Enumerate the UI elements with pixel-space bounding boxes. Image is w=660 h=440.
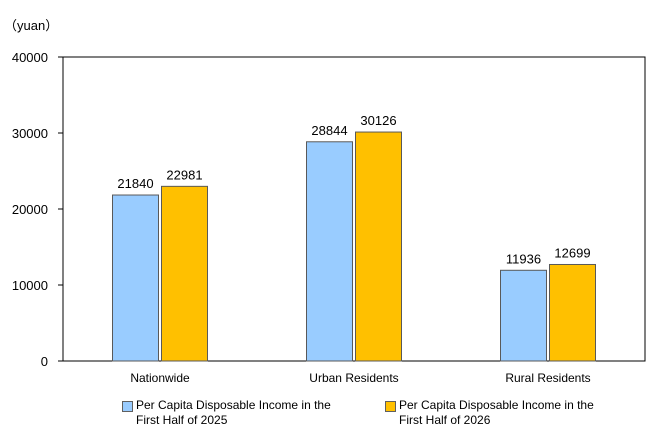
data-label: 22981 (166, 167, 202, 182)
y-tick-label: 40000 (12, 50, 48, 65)
y-tick-label: 0 (41, 354, 48, 369)
legend-swatch-2026 (385, 401, 396, 412)
plot-area (62, 56, 646, 362)
bars: 21840 22981 28844 30126 11936 12699 (112, 113, 596, 362)
legend: Per Capita Disposable Income in the Firs… (0, 398, 660, 438)
y-unit-label: （yuan） (4, 18, 58, 33)
legend-label-2025: Per Capita Disposable Income in the Firs… (136, 398, 331, 427)
bar-2026 (161, 185, 208, 362)
data-label: 30126 (360, 113, 396, 128)
legend-swatch-2025 (122, 401, 133, 412)
y-tick-label: 30000 (12, 126, 48, 141)
legend-label-2026: Per Capita Disposable Income in the Firs… (399, 398, 594, 427)
data-label: 21840 (117, 176, 153, 191)
x-category-label: Rural Residents (505, 371, 590, 385)
y-tick-label: 10000 (12, 278, 48, 293)
legend-item-2025: Per Capita Disposable Income in the Firs… (122, 398, 336, 428)
x-category-label: Nationwide (130, 371, 190, 385)
data-label: 28844 (311, 123, 347, 138)
bar-2026 (355, 131, 402, 362)
data-label: 11936 (506, 251, 541, 266)
data-label: 12699 (554, 245, 590, 260)
y-tick-label: 20000 (12, 202, 48, 217)
bar-2025 (306, 141, 353, 362)
x-category-label: Urban Residents (309, 371, 398, 385)
bar-2025 (112, 194, 159, 362)
y-axis: 0 10000 20000 30000 40000 (12, 50, 63, 369)
bar-2026 (549, 263, 596, 362)
bar-2025 (500, 269, 547, 362)
legend-item-2026: Per Capita Disposable Income in the Firs… (385, 398, 599, 428)
x-axis: Nationwide Urban Residents Rural Residents (130, 371, 590, 385)
